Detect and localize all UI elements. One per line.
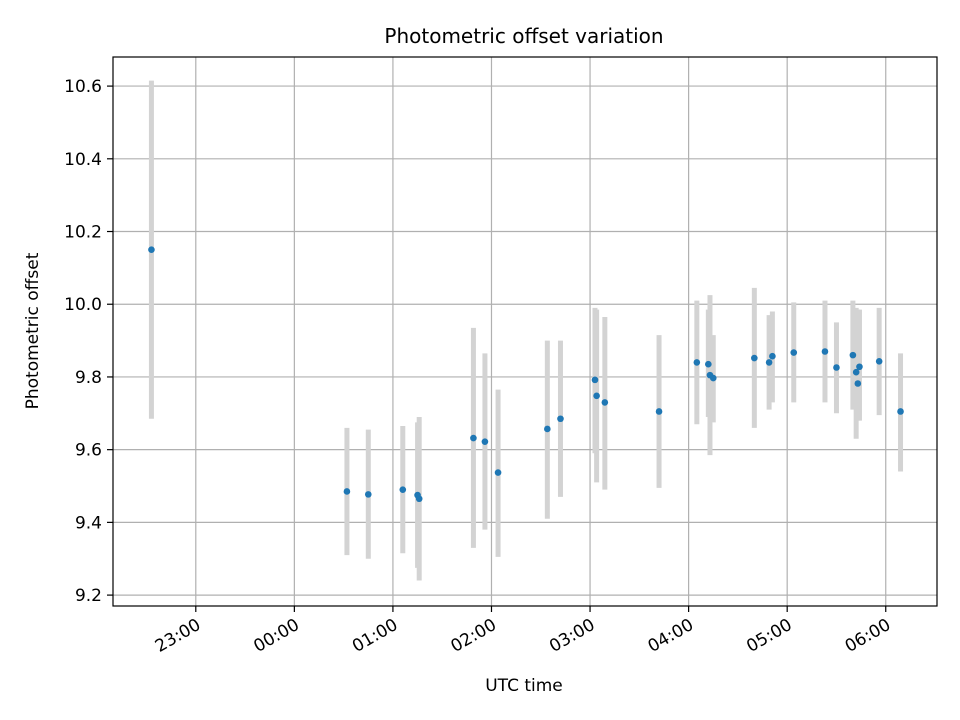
y-tick-label: 10.6 — [64, 77, 102, 97]
data-point — [765, 359, 773, 366]
y-tick-label: 9.2 — [75, 586, 102, 606]
data-point — [470, 434, 477, 442]
data-point — [849, 351, 857, 359]
data-point — [557, 415, 564, 423]
plot-frame — [112, 56, 938, 607]
data-point — [852, 368, 860, 376]
y-tick-label: 10.2 — [64, 223, 102, 243]
data-point — [655, 408, 663, 415]
y-tick-label: 9.6 — [75, 441, 102, 461]
data-point — [494, 469, 502, 476]
data-point — [399, 486, 407, 493]
y-axis-label: Photometric offset — [23, 252, 43, 409]
data-point — [481, 438, 489, 445]
data-point — [415, 495, 423, 503]
y-tick-label: 10.0 — [64, 295, 102, 315]
y-tick-label: 10.4 — [64, 150, 102, 170]
data-point — [821, 348, 829, 355]
data-point — [790, 349, 798, 356]
data-point — [709, 374, 717, 382]
data-point — [854, 380, 862, 387]
data-point — [148, 246, 155, 253]
data-point — [856, 363, 863, 371]
x-axis-label: UTC time — [485, 676, 563, 696]
data-point — [601, 399, 609, 406]
data-points — [148, 246, 904, 503]
y-tick-label: 9.8 — [75, 368, 102, 388]
data-point — [343, 488, 351, 495]
data-point — [751, 354, 758, 362]
data-point — [593, 392, 600, 400]
data-point — [705, 360, 712, 368]
data-point — [591, 376, 599, 384]
y-tick-label: 9.4 — [75, 513, 102, 533]
data-point — [769, 352, 776, 360]
y-axis: 9.2 9.4 9.6 9.8 10.0 10.2 10.4 10.6 — [64, 77, 113, 606]
data-point — [364, 491, 372, 498]
data-point — [875, 358, 883, 365]
data-point — [693, 359, 701, 366]
data-point — [544, 425, 551, 433]
data-point — [897, 408, 904, 415]
chart-title: Photometric offset variation — [384, 24, 663, 48]
data-point — [833, 364, 840, 371]
grid — [113, 57, 937, 606]
